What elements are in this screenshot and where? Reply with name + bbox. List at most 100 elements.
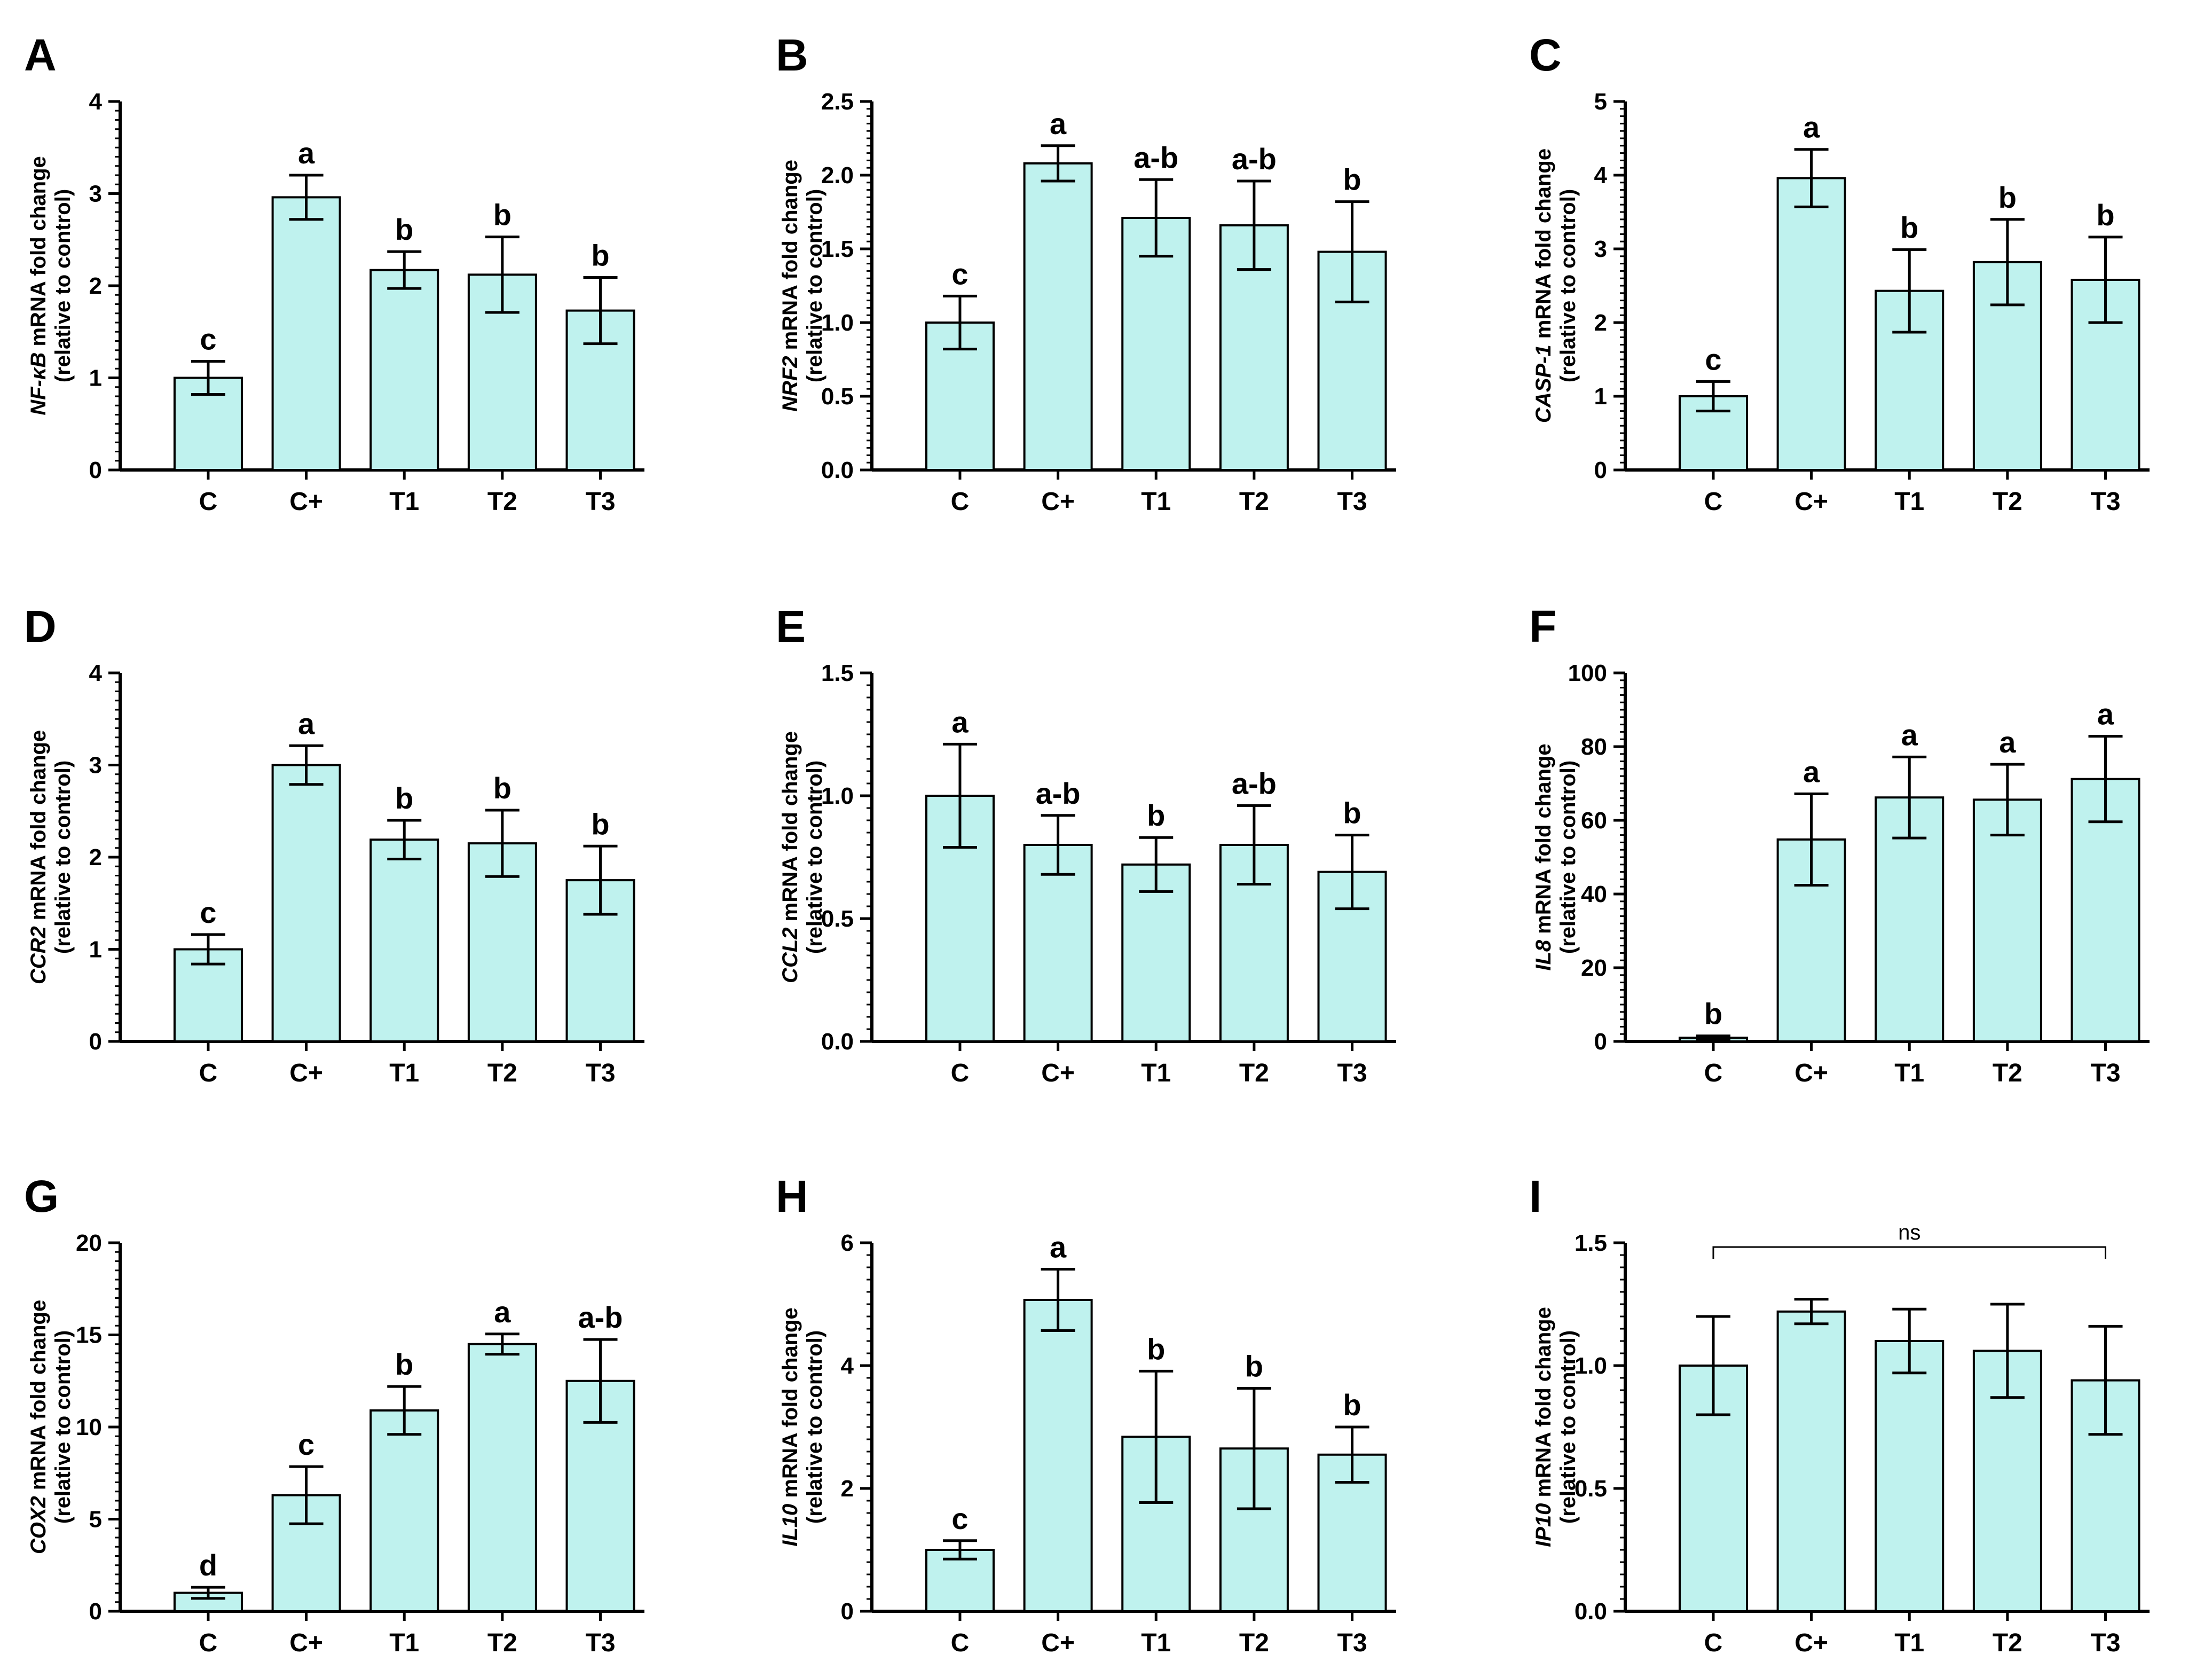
y-axis-label: CASP-1 mRNA fold change bbox=[1532, 148, 1555, 423]
significance-label: a bbox=[298, 136, 315, 170]
significance-label: d bbox=[199, 1548, 217, 1582]
significance-label: b bbox=[1900, 210, 1918, 244]
y-axis-label-text: mRNA fold change bbox=[27, 156, 50, 352]
significance-label: a-b bbox=[1232, 142, 1277, 176]
x-tick-label: C+ bbox=[289, 1629, 323, 1657]
x-tick-label: T3 bbox=[586, 1059, 616, 1087]
y-tick-label: 20 bbox=[1581, 955, 1607, 981]
significance-label: b bbox=[1343, 163, 1361, 197]
y-tick-label: 4 bbox=[89, 660, 103, 686]
x-tick-label: T2 bbox=[1993, 488, 2022, 516]
y-tick-label: 2 bbox=[841, 1476, 854, 1502]
panel-letter: F bbox=[1529, 601, 1556, 652]
significance-label: a-b bbox=[1036, 777, 1081, 810]
y-tick-label: 2 bbox=[89, 844, 102, 871]
y-axis-gene-name: CCL2 bbox=[778, 927, 802, 983]
significance-label: c bbox=[298, 1428, 314, 1461]
significance-label: a bbox=[1803, 755, 1820, 788]
y-tick-label: 2.5 bbox=[821, 89, 854, 115]
panel-letter: E bbox=[776, 601, 806, 652]
x-tick-label: T3 bbox=[586, 1629, 616, 1657]
x-tick-label: T2 bbox=[1993, 1629, 2022, 1657]
y-tick-label: 3 bbox=[89, 752, 102, 779]
y-axis-label-line2: (relative to control) bbox=[1556, 1330, 1580, 1524]
x-tick-label: T1 bbox=[1894, 1629, 1924, 1657]
y-tick-label: 4 bbox=[1594, 162, 1608, 189]
y-axis-label-text: mRNA fold change bbox=[27, 730, 50, 926]
y-axis-label-line2: (relative to control) bbox=[803, 189, 826, 382]
x-tick-label: C+ bbox=[1041, 1059, 1075, 1087]
y-tick-label: 5 bbox=[89, 1507, 102, 1533]
y-tick-label: 1 bbox=[1594, 383, 1607, 410]
significance-label: a bbox=[1803, 111, 1820, 144]
significance-label: a bbox=[2097, 697, 2114, 731]
significance-label: a bbox=[494, 1295, 511, 1329]
panel-letter: C bbox=[1529, 30, 1562, 80]
x-tick-label: C bbox=[199, 1629, 218, 1657]
significance-label: a-b bbox=[1133, 140, 1178, 174]
y-axis-label: CCR2 mRNA fold change bbox=[27, 730, 50, 984]
x-tick-label: T1 bbox=[1141, 1059, 1171, 1087]
y-tick-label: 0 bbox=[89, 1029, 102, 1055]
x-tick-label: T1 bbox=[389, 488, 419, 516]
y-tick-label: 15 bbox=[76, 1322, 102, 1349]
x-tick-label: T2 bbox=[1993, 1059, 2022, 1087]
y-tick-label: 20 bbox=[76, 1230, 102, 1256]
y-tick-label: 100 bbox=[1568, 660, 1607, 686]
significance-label: a bbox=[1901, 718, 1918, 751]
bar bbox=[467, 1343, 537, 1612]
x-tick-label: C+ bbox=[289, 1059, 323, 1087]
y-tick-label: 10 bbox=[76, 1414, 102, 1440]
y-tick-label: 0.5 bbox=[821, 383, 854, 410]
y-tick-label: 0.0 bbox=[1575, 1598, 1607, 1625]
y-tick-label: 1 bbox=[89, 937, 102, 963]
y-tick-label: 6 bbox=[841, 1230, 854, 1256]
y-axis-label-line2: (relative to control) bbox=[51, 189, 75, 382]
y-tick-label: 0.0 bbox=[821, 1029, 854, 1055]
y-axis-label-line2: (relative to control) bbox=[1556, 761, 1580, 954]
bar bbox=[369, 1409, 439, 1612]
panel-b: B NRF2 mRNA fold change (relative to contr… bbox=[776, 30, 1396, 516]
significance-label: a-b bbox=[578, 1300, 623, 1334]
y-axis-label: CCL2 mRNA fold change bbox=[778, 731, 802, 983]
significance-label: b bbox=[395, 1347, 413, 1381]
significance-label: b bbox=[493, 198, 511, 232]
x-tick-label: T2 bbox=[1239, 1059, 1269, 1087]
y-axis-gene-name: IL10 bbox=[778, 1504, 802, 1547]
x-tick-label: T3 bbox=[1337, 488, 1367, 516]
panel-letter: G bbox=[24, 1171, 59, 1221]
significance-label: b bbox=[395, 781, 413, 815]
x-tick-label: T2 bbox=[1239, 1629, 1269, 1657]
y-axis-label-text: mRNA fold change bbox=[778, 731, 802, 927]
bar bbox=[1317, 250, 1387, 471]
significance-label: c bbox=[200, 896, 216, 929]
x-tick-label: T3 bbox=[2091, 1629, 2121, 1657]
x-tick-label: C+ bbox=[1794, 1059, 1828, 1087]
significance-label: a bbox=[1050, 1230, 1067, 1264]
y-axis-label: IL10 mRNA fold change bbox=[778, 1307, 802, 1546]
x-tick-label: T2 bbox=[487, 488, 517, 516]
x-tick-label: T1 bbox=[389, 1629, 419, 1657]
y-tick-label: 2.0 bbox=[821, 162, 854, 189]
x-tick-label: C+ bbox=[1041, 1629, 1075, 1657]
bar bbox=[271, 196, 341, 471]
y-axis-gene-name: IP10 bbox=[1532, 1503, 1555, 1547]
x-tick-label: C bbox=[1704, 1629, 1723, 1657]
panel-f: F IL8 mRNA fold change (relative to contro… bbox=[1529, 601, 2150, 1087]
y-tick-label: 1.0 bbox=[821, 310, 854, 336]
y-axis-label: NRF2 mRNA fold change bbox=[778, 160, 802, 412]
bar bbox=[1875, 1340, 1945, 1612]
x-tick-label: C+ bbox=[1794, 488, 1828, 516]
y-axis-label-text: mRNA fold change bbox=[27, 1300, 50, 1496]
y-tick-label: 1.5 bbox=[1575, 1230, 1607, 1256]
bar bbox=[1023, 1298, 1093, 1612]
x-tick-label: T3 bbox=[2091, 1059, 2121, 1087]
y-axis-label-text: mRNA fold change bbox=[778, 1307, 802, 1503]
y-axis-gene-name: CCR2 bbox=[27, 926, 50, 984]
y-axis-label-line2: (relative to control) bbox=[51, 761, 75, 954]
panel-letter: B bbox=[776, 30, 808, 80]
significance-label: b bbox=[1147, 798, 1165, 832]
x-tick-label: T3 bbox=[1337, 1629, 1367, 1657]
significance-label: c bbox=[951, 257, 968, 291]
y-axis-label: IP10 mRNA fold change bbox=[1532, 1307, 1555, 1547]
